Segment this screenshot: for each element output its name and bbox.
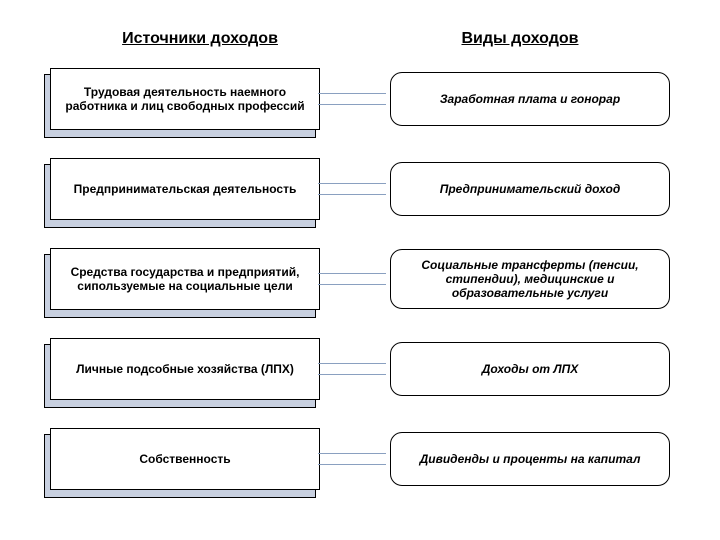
diagram-row: Трудовая деятельность наемного работника…	[50, 68, 670, 130]
source-box-wrap: Собственность	[50, 428, 320, 490]
type-box: Социальные трансферты (пенсии, стипендии…	[390, 249, 670, 309]
source-box: Предпринимательская деятельность	[50, 158, 320, 220]
type-box: Доходы от ЛПХ	[390, 342, 670, 396]
type-box: Заработная плата и гонорар	[390, 72, 670, 126]
source-box-wrap: Трудовая деятельность наемного работника…	[50, 68, 320, 130]
header-row: Источники доходов Виды доходов	[0, 0, 720, 68]
diagram-row: Личные подсобные хозяйства (ЛПХ) Доходы …	[50, 338, 670, 400]
diagram-rows: Трудовая деятельность наемного работника…	[0, 68, 720, 490]
connector-line	[318, 453, 386, 465]
type-box: Предпринимательский доход	[390, 162, 670, 216]
source-box: Собственность	[50, 428, 320, 490]
header-left: Источники доходов	[40, 30, 360, 48]
source-box-wrap: Предпринимательская деятельность	[50, 158, 320, 220]
source-box: Трудовая деятельность наемного работника…	[50, 68, 320, 130]
source-box: Средства государства и предприятий, сипо…	[50, 248, 320, 310]
connector-line	[318, 93, 386, 105]
connector-line	[318, 273, 386, 285]
source-box-wrap: Средства государства и предприятий, сипо…	[50, 248, 320, 310]
type-box: Дивиденды и проценты на капитал	[390, 432, 670, 486]
diagram-row: Собственность Дивиденды и проценты на ка…	[50, 428, 670, 490]
connector-line	[318, 183, 386, 195]
diagram-row: Средства государства и предприятий, сипо…	[50, 248, 670, 310]
diagram-row: Предпринимательская деятельность Предпри…	[50, 158, 670, 220]
source-box-wrap: Личные подсобные хозяйства (ЛПХ)	[50, 338, 320, 400]
header-right: Виды доходов	[360, 30, 680, 48]
connector-line	[318, 363, 386, 375]
source-box: Личные подсобные хозяйства (ЛПХ)	[50, 338, 320, 400]
